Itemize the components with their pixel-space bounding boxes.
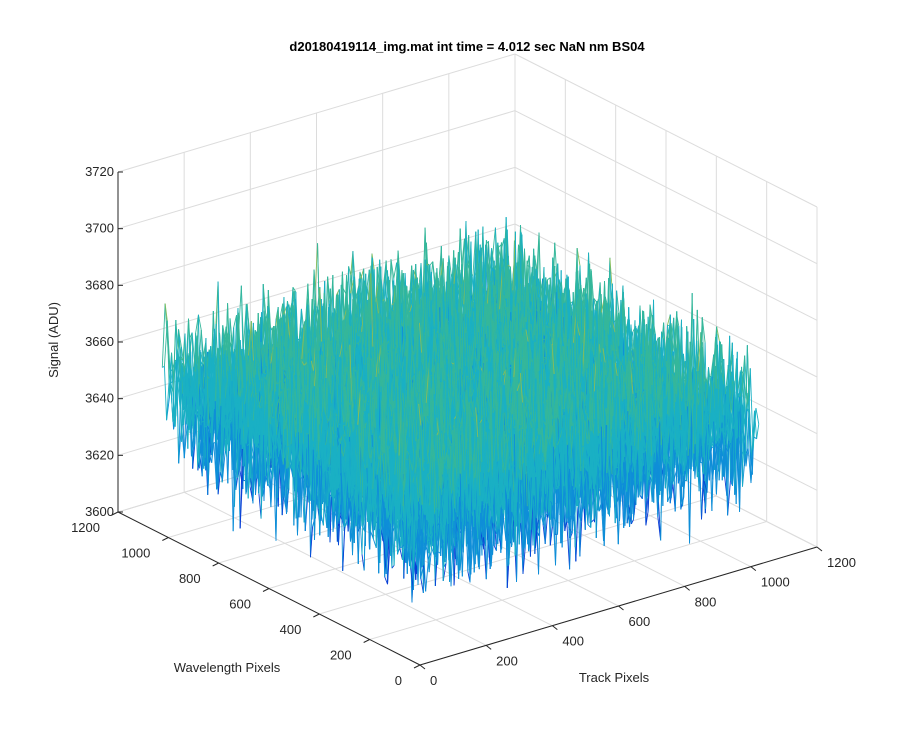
surface-plot: 0200400600800100012000200400600800100012… xyxy=(0,0,900,750)
